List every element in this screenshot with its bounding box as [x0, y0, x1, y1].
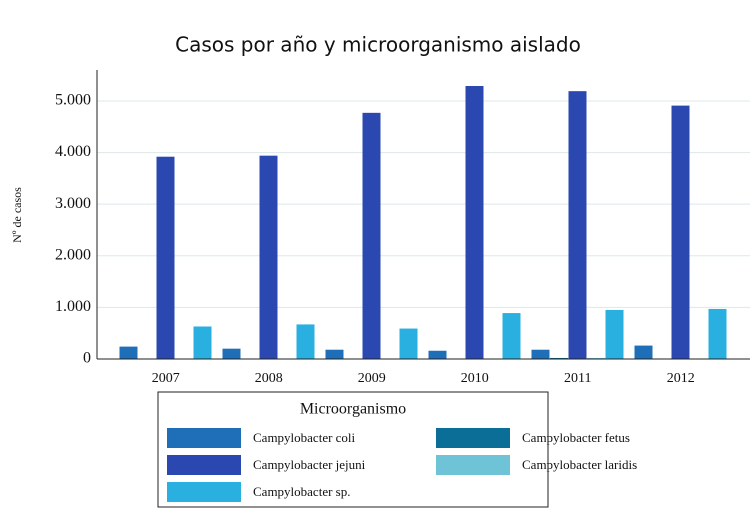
bar	[587, 357, 605, 359]
bar	[502, 313, 521, 359]
bar	[708, 308, 727, 359]
bar	[550, 357, 568, 359]
y-tick-label: 5.000	[55, 92, 91, 109]
chart-title: Casos por año y microorganismo aislado	[175, 33, 581, 57]
y-tick-label: 1.000	[55, 298, 91, 315]
bar	[193, 326, 212, 359]
bar	[325, 349, 344, 359]
bar	[634, 345, 653, 359]
bar	[222, 348, 241, 359]
legend-swatch	[167, 455, 241, 475]
legend-label: Campylobacter fetus	[522, 430, 630, 445]
bar	[259, 155, 278, 359]
bar	[531, 349, 550, 359]
bar	[296, 324, 315, 359]
y-tick-label: 2.000	[55, 246, 91, 263]
x-tick-label: 2010	[461, 371, 489, 386]
bar	[428, 350, 447, 359]
y-tick-label: 3.000	[55, 195, 91, 212]
legend-swatch	[436, 455, 510, 475]
x-tick-label: 2007	[152, 371, 180, 386]
legend-swatch	[436, 428, 510, 448]
legend-label: Campylobacter laridis	[522, 457, 637, 472]
x-tick-label: 2009	[358, 371, 386, 386]
bar	[605, 309, 624, 359]
x-tick-label: 2008	[255, 371, 283, 386]
y-tick-label: 4.000	[55, 143, 91, 160]
legend-label: Campylobacter sp.	[253, 484, 350, 499]
legend-label: Campylobacter jejuni	[253, 457, 366, 472]
legend-swatch	[167, 482, 241, 502]
legend-title: Microorganismo	[300, 401, 406, 418]
bar	[156, 156, 175, 359]
bar	[568, 91, 587, 359]
bar	[671, 105, 690, 360]
y-axis-label: Nº de casos	[10, 187, 24, 243]
bar	[362, 112, 381, 360]
x-tick-label: 2011	[564, 371, 591, 386]
x-tick-label: 2012	[667, 371, 695, 386]
y-tick-label: 0	[83, 350, 91, 367]
bar	[119, 346, 138, 359]
bar	[465, 85, 484, 359]
bar	[399, 328, 418, 359]
legend-label: Campylobacter coli	[253, 430, 356, 445]
legend-swatch	[167, 428, 241, 448]
